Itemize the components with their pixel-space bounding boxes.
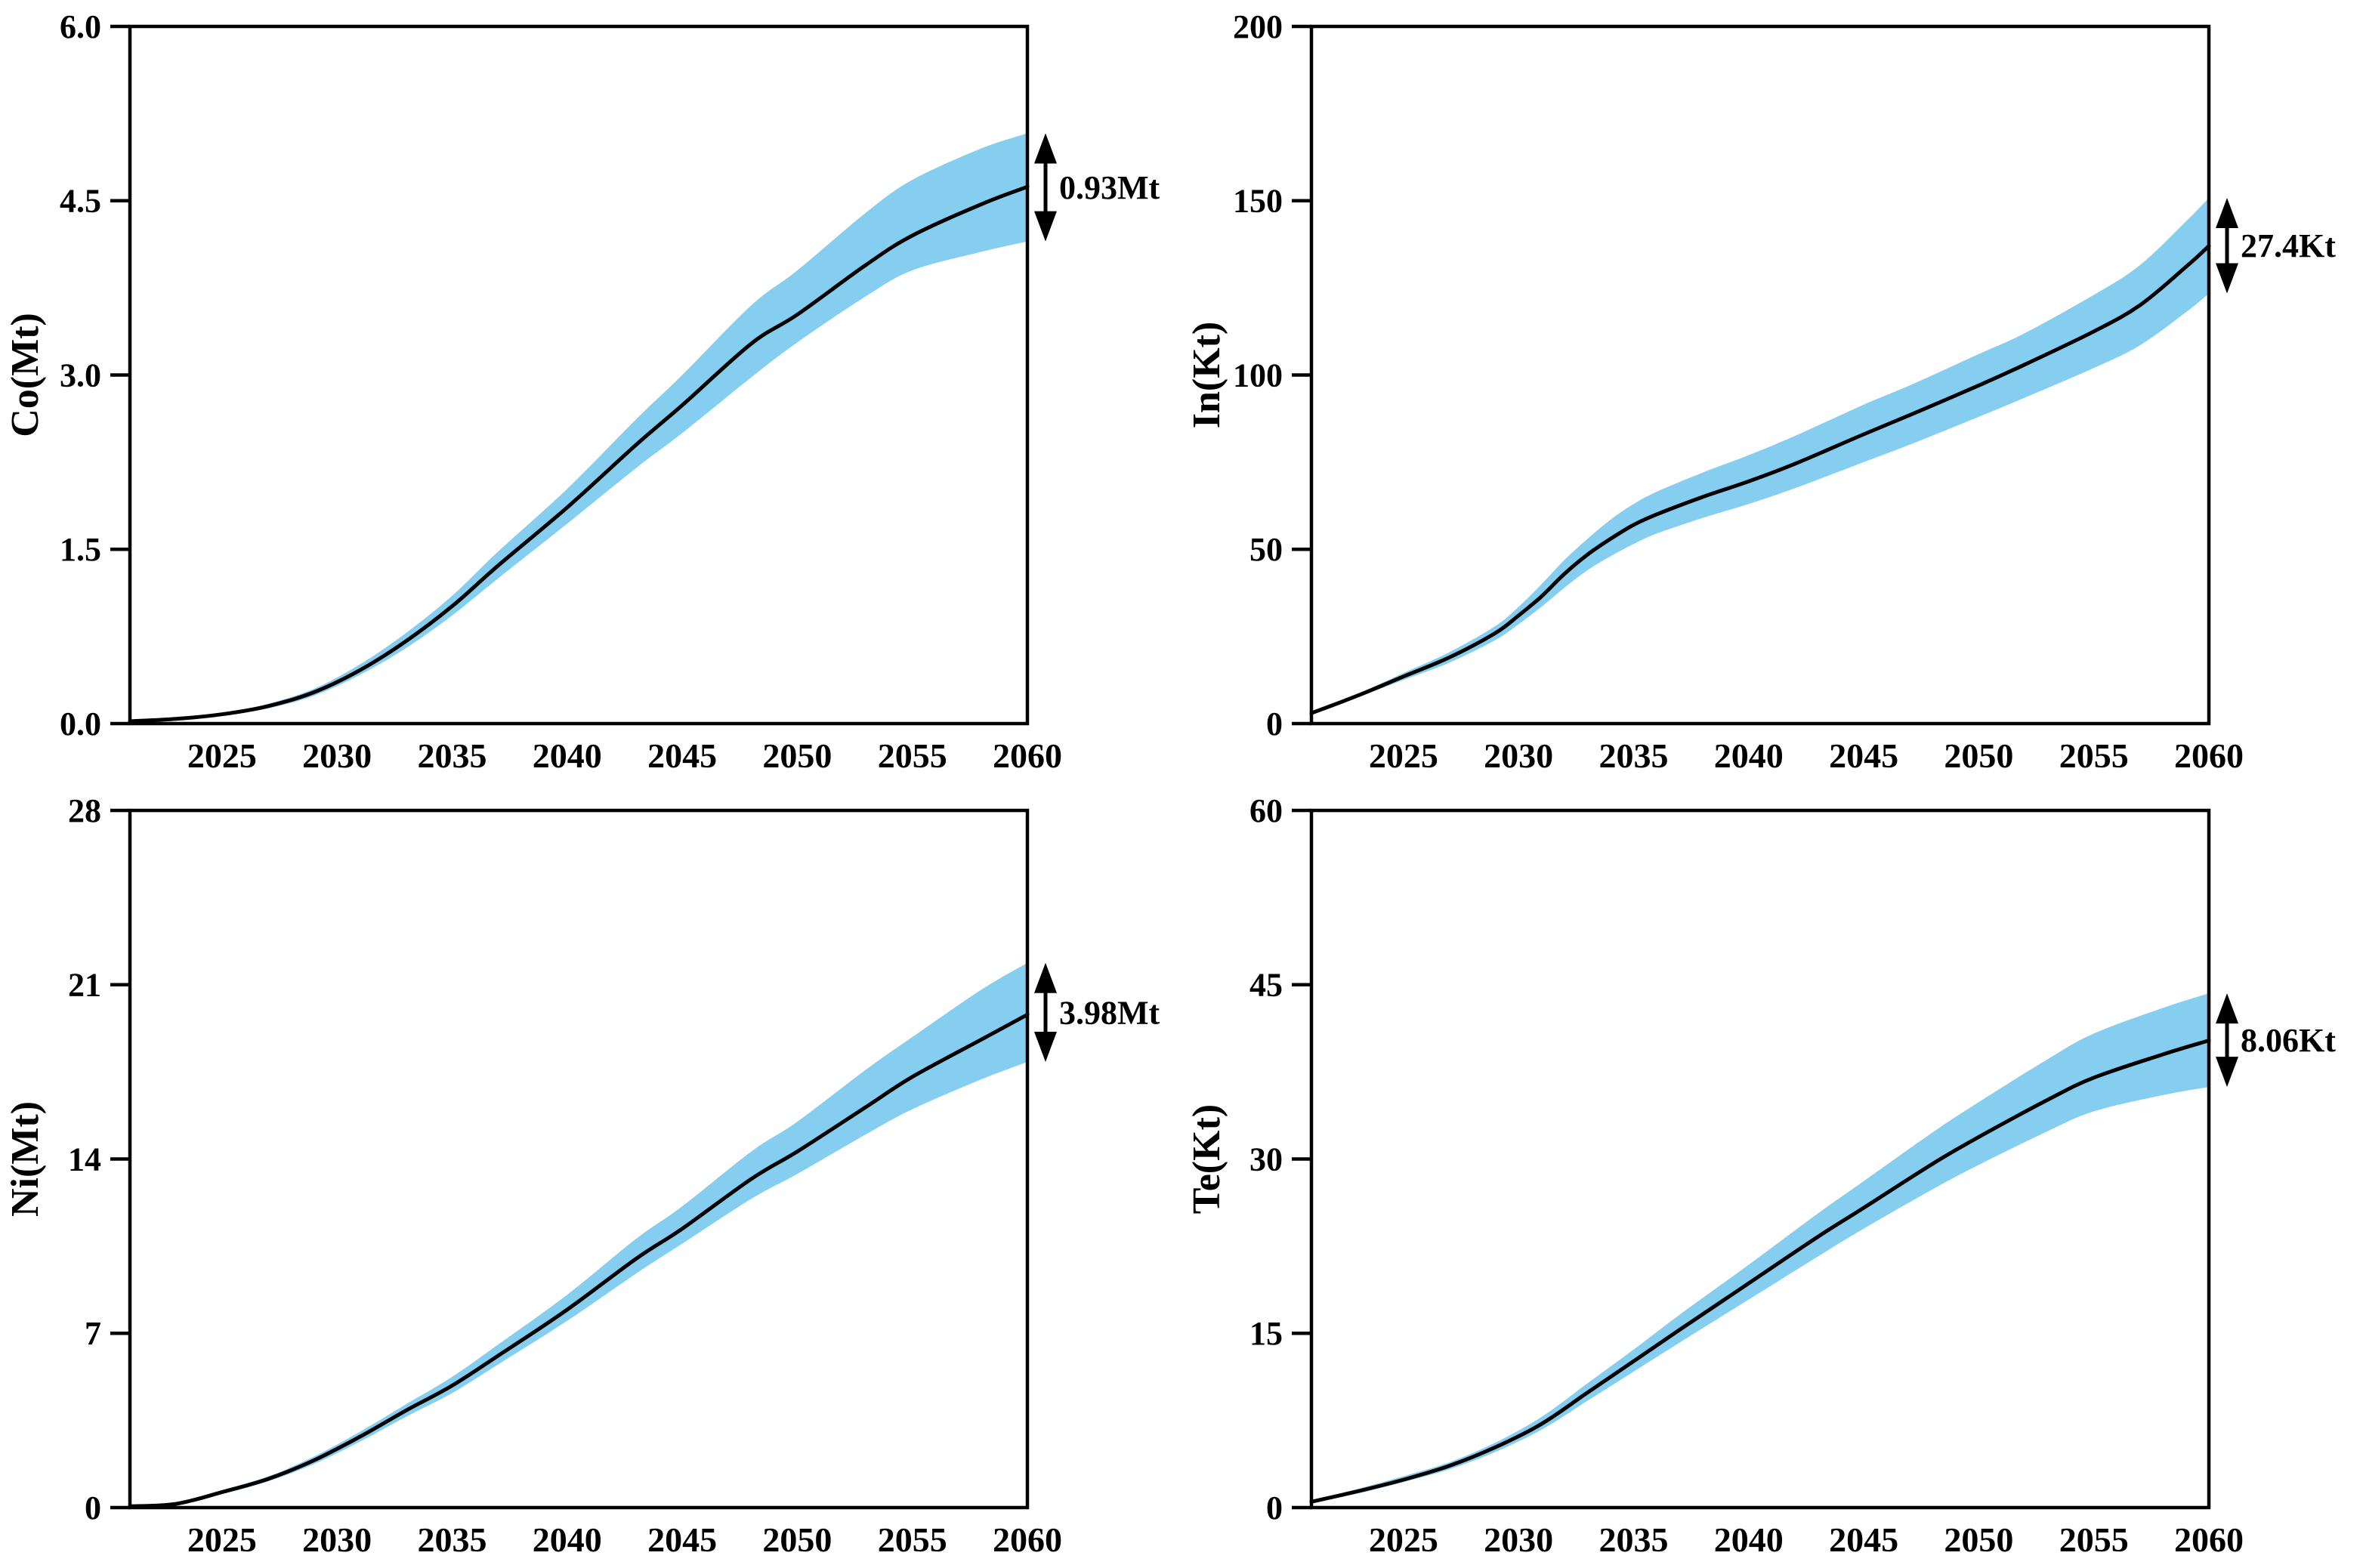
- plot-border: [128, 24, 1030, 726]
- plot-border: [1309, 808, 2211, 1510]
- projection-line: [1309, 244, 2211, 715]
- ni-demand-chart: 0 7 14 21 28 2025 2030 2035 2040 2045 2050 2055 2060…: [4, 792, 1160, 1559]
- x-tick-label: 2045: [647, 1520, 717, 1559]
- y-tick-label: 0: [1266, 1489, 1283, 1526]
- chart-panel-co: 0.0 1.5 3.0 4.5 6.0 2025 2030 2035 2040 2045 2050 2…: [0, 0, 1182, 784]
- x-tick-label: 2060: [2174, 736, 2244, 775]
- y-axis-title: Ni(Mt): [4, 1101, 47, 1217]
- x-tick-label: 2030: [302, 1520, 372, 1559]
- x-tick-label: 2040: [1714, 1520, 1784, 1559]
- x-tick-label: 2055: [2059, 1520, 2129, 1559]
- y-tick-label: 0.0: [60, 705, 101, 742]
- arrow-head-down: [2216, 1057, 2238, 1088]
- x-tick-label: 2055: [2059, 736, 2129, 775]
- y-tick-label: 200: [1233, 8, 1283, 45]
- y-tick-label: 150: [1233, 183, 1283, 220]
- x-tick-label: 2050: [1944, 736, 2013, 775]
- arrow-head-down: [1034, 211, 1057, 242]
- x-tick-label: 2050: [762, 1520, 832, 1559]
- y-tick-label: 0: [1266, 705, 1283, 742]
- y-tick-label: 3.0: [60, 357, 101, 394]
- chart-panel-te: 0 15 30 45 60 2025 2030 2035 2040 2045 2050 2055 206…: [1182, 784, 2363, 1568]
- projection-line: [128, 1012, 1030, 1508]
- y-tick-label: 100: [1233, 357, 1283, 394]
- y-tick-label: 4.5: [60, 183, 101, 220]
- y-tick-label: 6.0: [60, 8, 101, 45]
- x-tick-label: 2030: [1484, 736, 1553, 775]
- range-annotation: 3.98Mt: [1034, 962, 1160, 1062]
- x-tick-label: 2035: [1598, 1520, 1668, 1559]
- y-axis-title: Co(Mt): [4, 313, 47, 437]
- projection-line: [1309, 1039, 2211, 1504]
- x-tick-label: 2060: [993, 1520, 1062, 1559]
- arrow-head-up: [1034, 962, 1057, 993]
- y-axis-title: In(Kt): [1185, 322, 1228, 429]
- annotation-label: 27.4Kt: [2241, 227, 2336, 264]
- range-annotation: 0.93Mt: [1034, 133, 1160, 242]
- uncertainty-band: [1311, 993, 2209, 1503]
- annotation-label: 8.06Kt: [2241, 1022, 2336, 1059]
- range-annotation: 27.4Kt: [2216, 198, 2336, 294]
- chart-panel-in: 0 50 100 150 200 2025 2030 2035 2040 2045 2050 2055…: [1182, 0, 2363, 784]
- y-tick-label: 45: [1249, 967, 1283, 1004]
- uncertainty-band: [130, 133, 1027, 723]
- y-tick-label: 21: [68, 967, 101, 1004]
- arrow-head-up: [2216, 198, 2238, 229]
- arrow-head-down: [2216, 263, 2238, 294]
- in-demand-chart: 0 50 100 150 200 2025 2030 2035 2040 2045 2050 2055…: [1185, 8, 2336, 775]
- arrow-head-up: [1034, 133, 1057, 164]
- y-tick-label: 28: [68, 792, 101, 829]
- y-tick-label: 60: [1249, 792, 1283, 829]
- x-tick-label: 2030: [302, 736, 372, 775]
- x-tick-label: 2060: [2174, 1520, 2244, 1559]
- y-tick-label: 14: [68, 1141, 101, 1178]
- annotation-label: 0.93Mt: [1059, 169, 1160, 206]
- projection-line: [128, 184, 1030, 724]
- y-tick-label: 7: [85, 1315, 101, 1352]
- y-tick-label: 50: [1249, 531, 1283, 568]
- annotation-label: 3.98Mt: [1059, 994, 1160, 1031]
- uncertainty-band: [1311, 198, 2209, 715]
- x-tick-label: 2035: [417, 1520, 486, 1559]
- x-tick-label: 2060: [993, 736, 1062, 775]
- x-tick-label: 2040: [533, 736, 602, 775]
- x-tick-label: 2050: [762, 736, 832, 775]
- arrow-head-up: [2216, 993, 2238, 1024]
- x-tick-label: 2025: [1369, 736, 1438, 775]
- x-tick-label: 2025: [187, 1520, 257, 1559]
- chart-panel-ni: 0 7 14 21 28 2025 2030 2035 2040 2045 2050 2055 2060…: [0, 784, 1182, 1568]
- x-tick-label: 2025: [187, 736, 257, 775]
- y-tick-label: 1.5: [60, 531, 101, 568]
- x-tick-label: 2040: [533, 1520, 602, 1559]
- x-tick-label: 2045: [1829, 736, 1898, 775]
- y-tick-label: 15: [1249, 1315, 1283, 1352]
- x-tick-label: 2045: [1829, 1520, 1898, 1559]
- te-demand-chart: 0 15 30 45 60 2025 2030 2035 2040 2045 2050 2055 206…: [1185, 792, 2336, 1559]
- x-tick-label: 2030: [1484, 1520, 1553, 1559]
- range-annotation: 8.06Kt: [2216, 993, 2336, 1088]
- x-tick-label: 2035: [417, 736, 486, 775]
- uncertainty-band: [130, 962, 1027, 1507]
- y-tick-label: 30: [1249, 1141, 1283, 1178]
- y-axis-title: Te(Kt): [1185, 1104, 1228, 1214]
- y-tick-label: 0: [85, 1489, 101, 1526]
- x-tick-label: 2045: [647, 736, 717, 775]
- x-tick-label: 2040: [1714, 736, 1784, 775]
- arrow-head-down: [1034, 1031, 1057, 1062]
- plot-border: [128, 808, 1030, 1510]
- x-tick-label: 2050: [1944, 1520, 2013, 1559]
- x-tick-label: 2055: [878, 736, 947, 775]
- x-tick-label: 2055: [878, 1520, 947, 1559]
- x-tick-label: 2025: [1369, 1520, 1438, 1559]
- x-tick-label: 2035: [1598, 736, 1668, 775]
- co-demand-chart: 0.0 1.5 3.0 4.5 6.0 2025 2030 2035 2040 2045 2050 2…: [4, 8, 1160, 775]
